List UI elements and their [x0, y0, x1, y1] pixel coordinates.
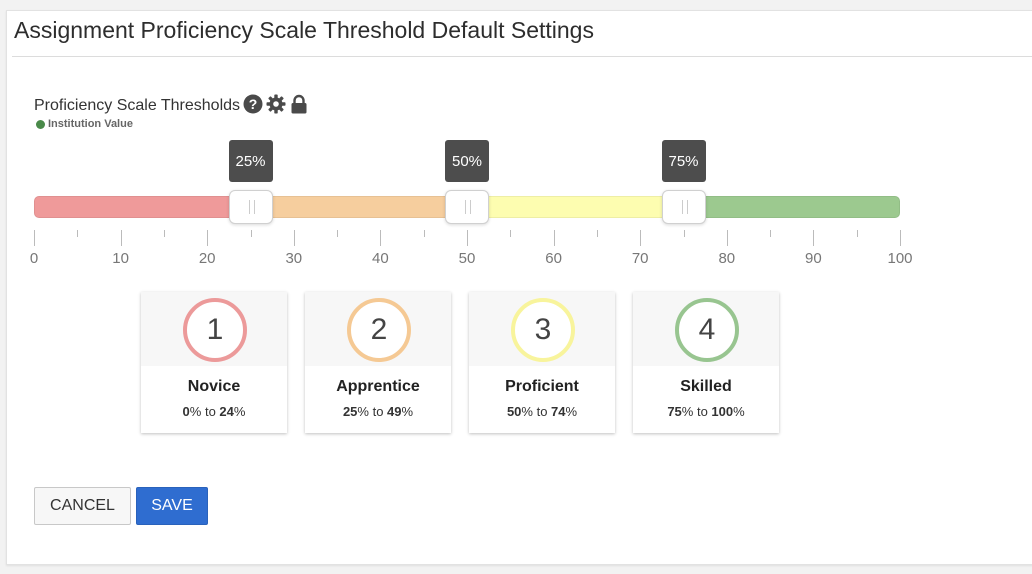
level-name: Skilled: [680, 378, 732, 395]
scale-tick-label: 40: [372, 250, 389, 267]
svg-text:?: ?: [249, 96, 258, 112]
level-range: 0% to 24%: [182, 404, 246, 419]
scale-tick-label: 100: [887, 250, 913, 267]
scale-tick: [380, 230, 382, 246]
threshold-tooltip: 50%: [445, 140, 489, 182]
slider-handle[interactable]: [661, 190, 706, 224]
scale-tick: [813, 230, 815, 246]
settings-panel: [6, 10, 1032, 565]
status-dot: [36, 119, 45, 129]
scale-tick: [34, 230, 35, 246]
scale-tick: [423, 230, 425, 237]
scale-tick: [726, 230, 728, 246]
slider-handle[interactable]: [445, 190, 489, 224]
scale-tick: [467, 230, 468, 246]
scale-tick-label: 80: [718, 250, 736, 267]
section-icons: ?: [243, 94, 309, 114]
lock-icon[interactable]: [289, 94, 309, 114]
scale-tick: [163, 230, 165, 237]
level-number-badge: 1: [183, 298, 247, 362]
scale-tick: [77, 230, 79, 237]
scale-tick: [293, 230, 295, 246]
grip-icon: [248, 200, 255, 214]
scale-tick-label: 0: [29, 250, 39, 267]
slider-segment: [467, 196, 684, 218]
section-label: Proficiency Scale Thresholds: [34, 97, 241, 114]
level-number-badge: 4: [675, 298, 739, 362]
slider-segment: [250, 196, 467, 218]
scale-tick-label: 10: [112, 250, 129, 267]
threshold-tooltip: 25%: [228, 140, 273, 182]
scale-tick: [207, 230, 209, 246]
scale-tick: [120, 230, 122, 246]
page-title: Assignment Proficiency Scale Threshold D…: [14, 17, 594, 43]
level-name: Novice: [187, 378, 241, 395]
scale-tick: [553, 230, 555, 246]
institution-value-label: Institution Value: [48, 118, 133, 130]
institution-value-indicator: Institution Value: [36, 118, 133, 130]
scale-tick-label: 60: [545, 250, 562, 267]
scale-tick-label: 70: [631, 250, 649, 267]
slider-handle[interactable]: [228, 190, 273, 224]
cancel-button[interactable]: CANCEL: [34, 487, 131, 525]
level-number-badge: 2: [347, 298, 411, 362]
level-card: 2 Apprentice 25% to 49%: [305, 292, 451, 433]
scale-tick: [250, 230, 252, 237]
scale-tick: [510, 230, 512, 237]
scale-tick-label: 20: [198, 250, 216, 267]
scale-tick: [683, 230, 685, 237]
level-card-header: 1: [141, 292, 287, 366]
scale-tick: [596, 230, 598, 237]
scale-tick-label: 50: [458, 250, 476, 267]
slider-segment: [683, 196, 900, 218]
scale-tick: [770, 230, 772, 237]
level-range: 75% to 100%: [667, 404, 745, 419]
grip-icon: [465, 200, 471, 214]
level-card: 1 Novice 0% to 24%: [141, 292, 287, 433]
scale-tick-label: 30: [285, 250, 303, 267]
threshold-tooltip: 75%: [661, 140, 706, 182]
level-card: 3 Proficient 50% to 74%: [469, 292, 615, 433]
level-range: 50% to 74%: [506, 404, 578, 419]
level-card-header: 2: [305, 292, 451, 366]
scale-tick: [900, 230, 901, 246]
slider-segment: [34, 196, 251, 218]
title-divider: [12, 56, 1032, 57]
scale-tick: [337, 230, 339, 237]
level-name: Apprentice: [336, 378, 420, 395]
scale-tick: [856, 230, 858, 237]
level-range: 25% to 49%: [342, 404, 414, 419]
scale-tick: [640, 230, 642, 246]
grip-icon: [681, 200, 688, 214]
slider-scale: 0 10 20 30 40 50 60 70 80 90 100: [30, 230, 913, 270]
level-card-header: 3: [469, 292, 615, 366]
gear-icon[interactable]: [266, 94, 286, 114]
level-name: Proficient: [505, 378, 579, 395]
save-button[interactable]: SAVE: [136, 487, 208, 525]
level-number-badge: 3: [511, 298, 575, 362]
level-card-header: 4: [633, 292, 779, 366]
level-card: 4 Skilled 75% to 100%: [633, 292, 779, 433]
scale-tick-label: 90: [805, 250, 822, 267]
help-icon[interactable]: ?: [243, 94, 263, 114]
